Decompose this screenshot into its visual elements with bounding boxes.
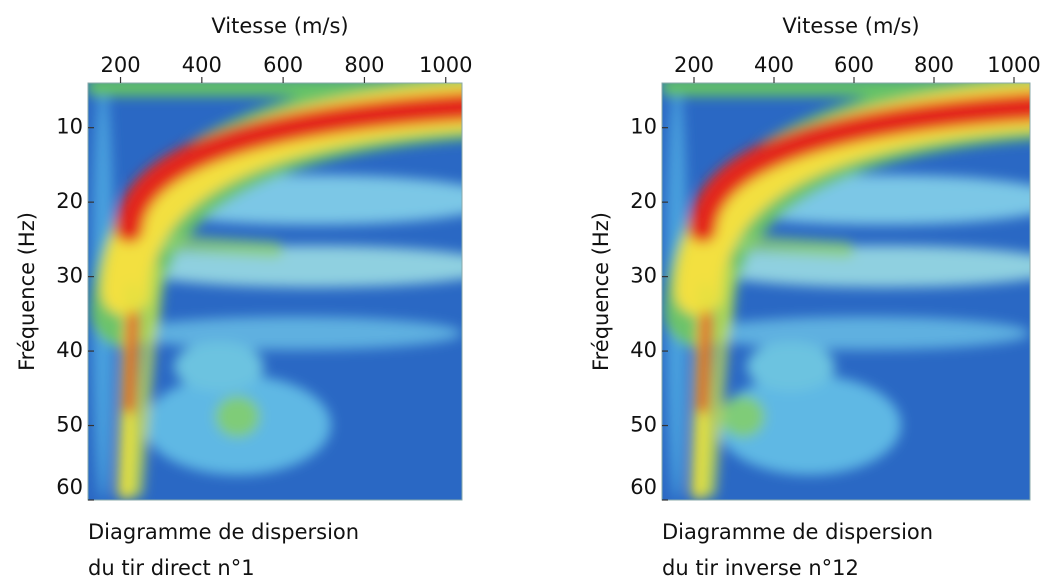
y-tick-label: 40 xyxy=(56,338,83,362)
y-tick-label: 20 xyxy=(630,189,657,213)
chart: 200 400 600 800 1000 10 20 30 40 50 60 Vitesse (m/s… xyxy=(15,14,472,580)
chart: 200 400 600 800 1000 10 20 30 40 50 60 Vitesse (m/s… xyxy=(589,14,1041,580)
x-tick-label: 800 xyxy=(914,53,954,77)
x-tick-label: 200 xyxy=(100,53,140,77)
y-tick-label: 30 xyxy=(56,264,83,288)
x-tick-label: 1000 xyxy=(987,53,1040,77)
x-tick-label: 400 xyxy=(754,53,794,77)
x-tick-label: 800 xyxy=(344,53,384,77)
x-axis-label: Vitesse (m/s) xyxy=(211,14,348,38)
y-tick-label: 50 xyxy=(630,413,657,437)
x-tick-label: 200 xyxy=(674,53,714,77)
x-axis-label: Vitesse (m/s) xyxy=(782,14,919,38)
x-tick-label: 600 xyxy=(263,53,303,77)
y-axis-label: Fréquence (Hz) xyxy=(589,212,613,371)
y-tick-label: 20 xyxy=(56,189,83,213)
heatmap-image xyxy=(662,83,1030,500)
caption: du tir inverse n°12 xyxy=(662,556,859,580)
y-tick-label: 40 xyxy=(630,338,657,362)
y-tick-label: 10 xyxy=(630,115,657,139)
y-tick-label: 30 xyxy=(630,264,657,288)
x-tick-label: 600 xyxy=(834,53,874,77)
caption: du tir direct n°1 xyxy=(88,556,255,580)
caption: Diagramme de dispersion xyxy=(662,520,933,544)
heatmap-image xyxy=(88,83,462,500)
plot-frame xyxy=(87,82,463,501)
plot-frame xyxy=(661,82,1031,501)
x-tick-label: 400 xyxy=(182,53,222,77)
y-tick-label: 10 xyxy=(56,115,83,139)
caption: Diagramme de dispersion xyxy=(88,520,359,544)
y-tick-label: 60 xyxy=(56,475,83,499)
y-axis-label: Fréquence (Hz) xyxy=(15,212,39,371)
y-tick-label: 60 xyxy=(630,475,657,499)
x-tick-label: 1000 xyxy=(419,53,472,77)
y-tick-label: 50 xyxy=(56,413,83,437)
